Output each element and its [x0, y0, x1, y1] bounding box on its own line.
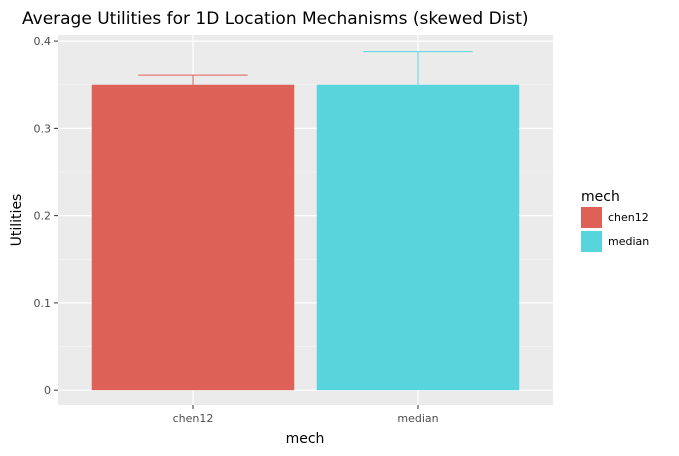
legend-title: mech [581, 189, 620, 205]
bar-chen12 [91, 84, 295, 391]
legend-key-median [581, 231, 602, 252]
y-axis: 0 0.1 0.2 0.3 0.4 [34, 35, 58, 397]
x-tick-label: chen12 [173, 412, 214, 425]
bars [91, 84, 520, 391]
x-axis-title: mech [286, 431, 325, 447]
chart-title: Average Utilities for 1D Location Mechan… [22, 9, 529, 29]
legend-label-chen12: chen12 [608, 211, 649, 224]
y-tick-label: 0 [44, 384, 51, 397]
y-tick-label: 0.2 [34, 210, 52, 223]
x-tick-label: median [397, 412, 438, 425]
x-axis: chen12 median [173, 405, 439, 425]
y-tick-label: 0.1 [34, 297, 52, 310]
bar-median [316, 84, 520, 391]
y-tick-label: 0.4 [34, 35, 52, 48]
legend: mech chen12 median [581, 189, 649, 252]
y-tick-label: 0.3 [34, 122, 52, 135]
y-axis-title: Utilities [9, 194, 25, 247]
error-bars [138, 51, 473, 85]
legend-label-median: median [608, 235, 649, 248]
legend-key-chen12 [581, 207, 602, 228]
